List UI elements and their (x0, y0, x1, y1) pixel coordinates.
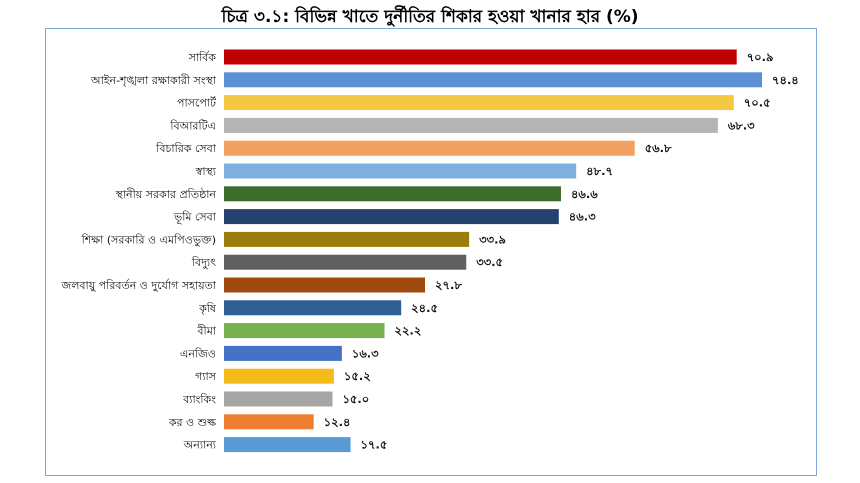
bar (224, 72, 762, 88)
category-label: স্থানীয় সরকার প্রতিষ্ঠান (115, 188, 217, 201)
bar (224, 323, 385, 339)
category-label: বিচারিক সেবা (155, 142, 217, 155)
value-label: ১৫.০ (342, 392, 369, 406)
value-label: ২৪.৫ (411, 301, 438, 315)
category-label: পাসপোর্ট (177, 97, 217, 110)
value-label: ১৭.৫ (361, 438, 388, 452)
category-label: গ্যাস (195, 370, 217, 383)
bar (224, 277, 426, 293)
value-label: ৭০.৫ (744, 96, 771, 110)
category-label: বিদ্যুৎ (191, 256, 216, 269)
value-label: ৭৪.৪ (772, 73, 799, 87)
category-label: আইন-শৃঙ্খলা রক্ষাকারী সংস্থা (90, 74, 217, 87)
bar (224, 437, 351, 453)
bar (224, 163, 577, 179)
chart-title: চিত্র ৩.১: বিভিন্ন খাতে দুর্নীতির শিকার … (221, 7, 639, 27)
category-label: জলবায়ু পরিবর্তন ও দুর্যোগ সহায়তা (60, 279, 216, 292)
category-label: কর ও শুল্ক (168, 416, 217, 429)
value-label: ৭০.৯ (747, 50, 774, 64)
category-label: সার্বিক (188, 51, 217, 64)
bar (224, 186, 561, 202)
bar (224, 140, 635, 156)
bar (224, 209, 559, 225)
bar (224, 49, 737, 65)
category-label: অন্যান্য (183, 439, 217, 452)
category-label: স্বাস্থ্য (195, 165, 217, 178)
category-label: ভূমি সেবা (173, 211, 217, 224)
category-label: শিক্ষা (সরকারি ও এমপিওভুক্ত) (81, 233, 216, 246)
value-label: ১৫.২ (344, 369, 371, 383)
category-label: বিআরটিএ (169, 119, 216, 132)
chart-frame (45, 28, 817, 476)
value-label: ৪৮.৭ (586, 164, 613, 178)
value-label: ৪৬.৩ (569, 210, 596, 224)
value-label: ২২.২ (395, 324, 422, 338)
value-label: ৩৩.৯ (479, 232, 506, 246)
value-label: ১২.৪ (324, 415, 351, 429)
value-label: ২৭.৮ (435, 278, 462, 292)
bar (224, 414, 314, 430)
bar (224, 254, 467, 270)
category-label: ব্যাংকিং (182, 393, 216, 406)
bar (224, 95, 734, 111)
value-label: ৬৮.৩ (728, 118, 755, 132)
bar (224, 391, 333, 407)
category-label: এনজিও (180, 347, 216, 360)
bar (224, 117, 718, 133)
bar (224, 345, 342, 361)
value-label: ৪৬.৬ (571, 187, 598, 201)
bar (224, 300, 402, 316)
value-label: ৩৩.৫ (476, 255, 503, 269)
value-label: ৫৬.৮ (645, 141, 672, 155)
value-label: ১৬.৩ (352, 346, 379, 360)
category-label: বীমা (196, 325, 216, 338)
category-label: কৃষি (198, 302, 217, 315)
bar (224, 368, 334, 384)
bar (224, 231, 470, 247)
